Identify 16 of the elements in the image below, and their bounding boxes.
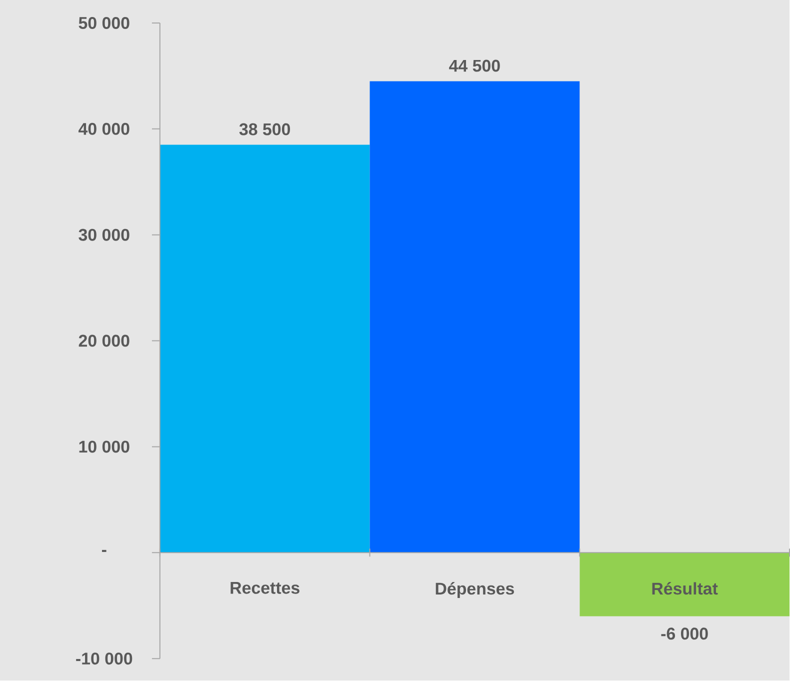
y-tick-label: 30 000 xyxy=(78,229,130,242)
y-tick-label: - xyxy=(102,550,106,552)
y-tick-label: 20 000 xyxy=(78,335,130,347)
data-label: -6 000 xyxy=(661,628,708,640)
y-tick-label: 40 000 xyxy=(78,123,130,136)
bar xyxy=(580,552,790,616)
x-tick-label: Dépenses xyxy=(436,582,514,598)
x-tick-label: Résultat xyxy=(652,582,718,595)
y-tick-label: -10 000 xyxy=(76,652,132,665)
bar xyxy=(160,145,370,553)
y-tick-label: 10 000 xyxy=(79,440,130,453)
bar xyxy=(370,81,580,553)
data-label: 44 500 xyxy=(449,60,500,72)
y-tick-label: 50 000 xyxy=(78,17,130,30)
x-tick-label: Recettes xyxy=(230,582,300,594)
data-label: 38 500 xyxy=(239,124,290,136)
